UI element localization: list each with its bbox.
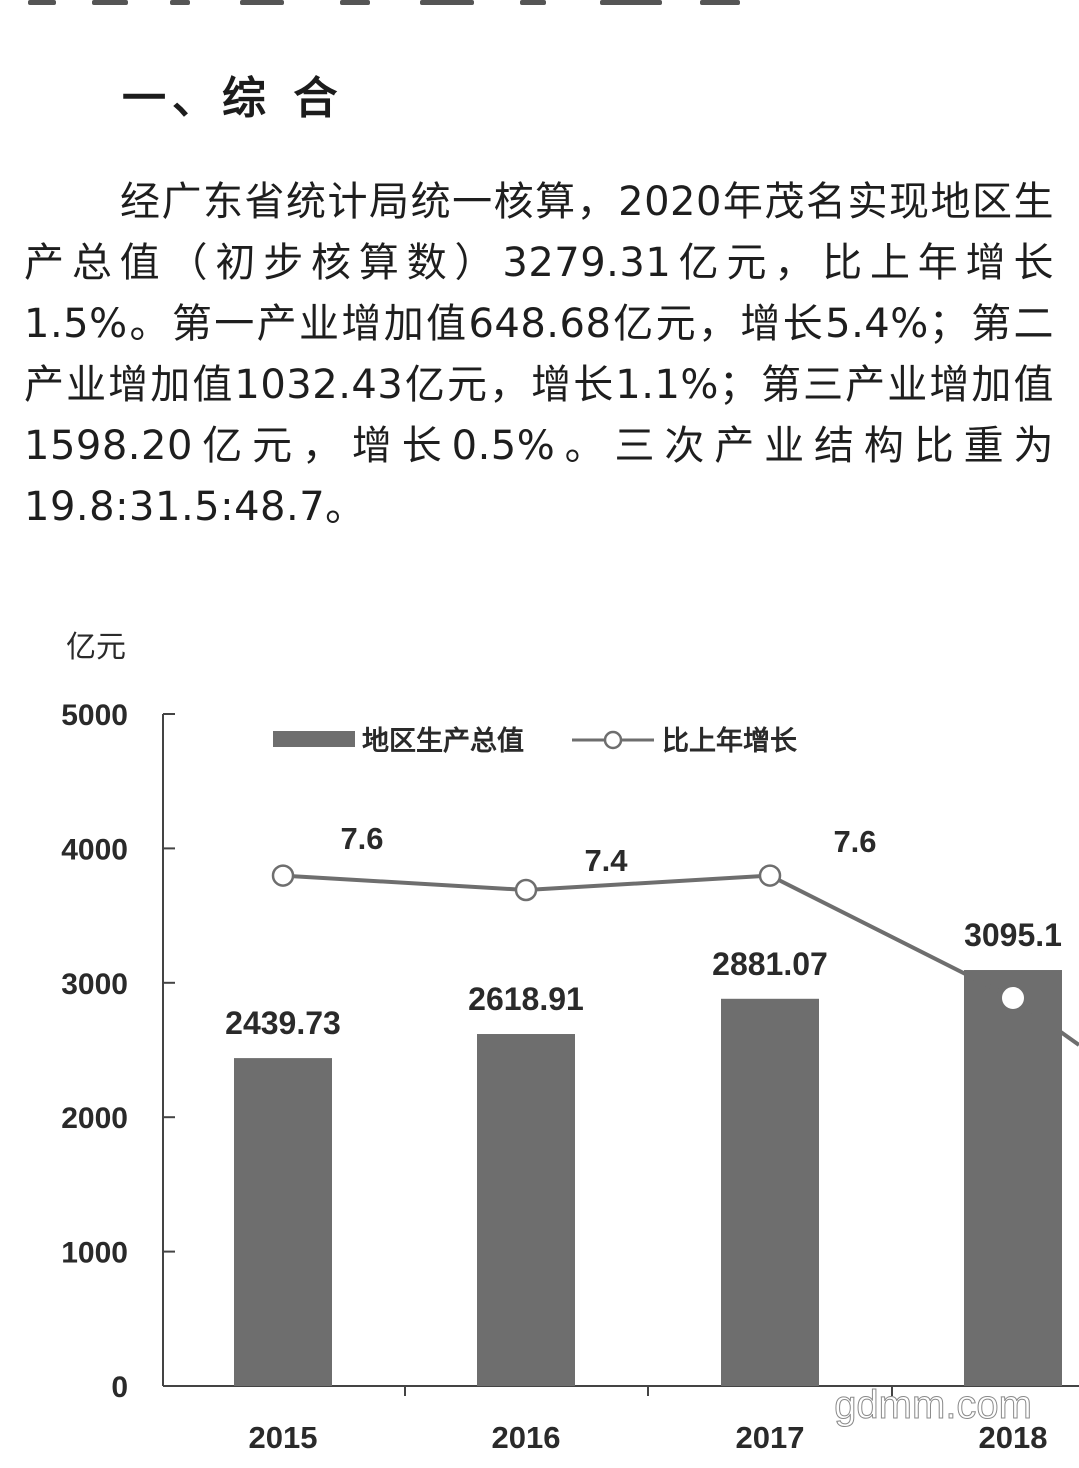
legend-bar-label: 地区生产总值: [362, 726, 524, 756]
growth-marker: [758, 864, 782, 887]
x-tick-label: 2017: [736, 1420, 805, 1455]
y-tick-label: 2000: [61, 1102, 128, 1135]
bar-gdp-2016: [477, 1034, 575, 1386]
growth-line: [282, 873, 1079, 1047]
growth-value-label: 7.4: [584, 843, 628, 878]
bar-gdp-2015: [234, 1058, 332, 1386]
growth-marker: [1002, 987, 1024, 1009]
y-tick-label: 5000: [61, 699, 128, 732]
gdp-chart-svg: 亿元 0 1000 2000 3000 4000 5000 2439.73 2015 2618.9…: [61, 631, 1079, 1455]
y-tick-label: 3000: [61, 968, 128, 1001]
y-axis-label: 亿元: [66, 631, 126, 664]
growth-value-label: 7.6: [833, 824, 876, 859]
gdp-chart: 亿元 0 1000 2000 3000 4000 5000 2439.73 2015 2618.9…: [0, 600, 1079, 1468]
summary-paragraph: 经广东省统计局统一核算，2020年茂名实现地区生产总值（初步核算数）3279.3…: [24, 179, 1054, 530]
x-tick-label: 2018: [979, 1420, 1048, 1455]
growth-marker: [514, 878, 538, 902]
y-tick-label: 1000: [61, 1237, 128, 1270]
x-tick-label: 2015: [249, 1420, 318, 1455]
growth-marker: [271, 864, 295, 887]
bar-value-label: 3095.1: [964, 917, 1062, 953]
cropped-text-strip: [0, 0, 1079, 8]
watermark-logo: gdmm.com: [834, 1383, 1032, 1427]
bar-value-label: 2618.91: [468, 981, 584, 1017]
bar-gdp-2018: [964, 970, 1062, 1386]
x-tick-label: 2016: [492, 1420, 561, 1455]
section-heading: 一、综 合: [122, 73, 344, 124]
legend-line-marker: [603, 730, 623, 750]
growth-value-label: 7.6: [340, 821, 383, 856]
y-tick-label: 4000: [61, 833, 128, 866]
bar-value-label: 2881.07: [712, 946, 828, 982]
legend-bar-swatch: [273, 731, 355, 747]
legend-line-label: 比上年增长: [662, 725, 798, 756]
bar-value-label: 2439.73: [225, 1005, 341, 1041]
y-tick-label: 0: [111, 1371, 128, 1404]
bar-gdp-2017: [721, 998, 819, 1386]
